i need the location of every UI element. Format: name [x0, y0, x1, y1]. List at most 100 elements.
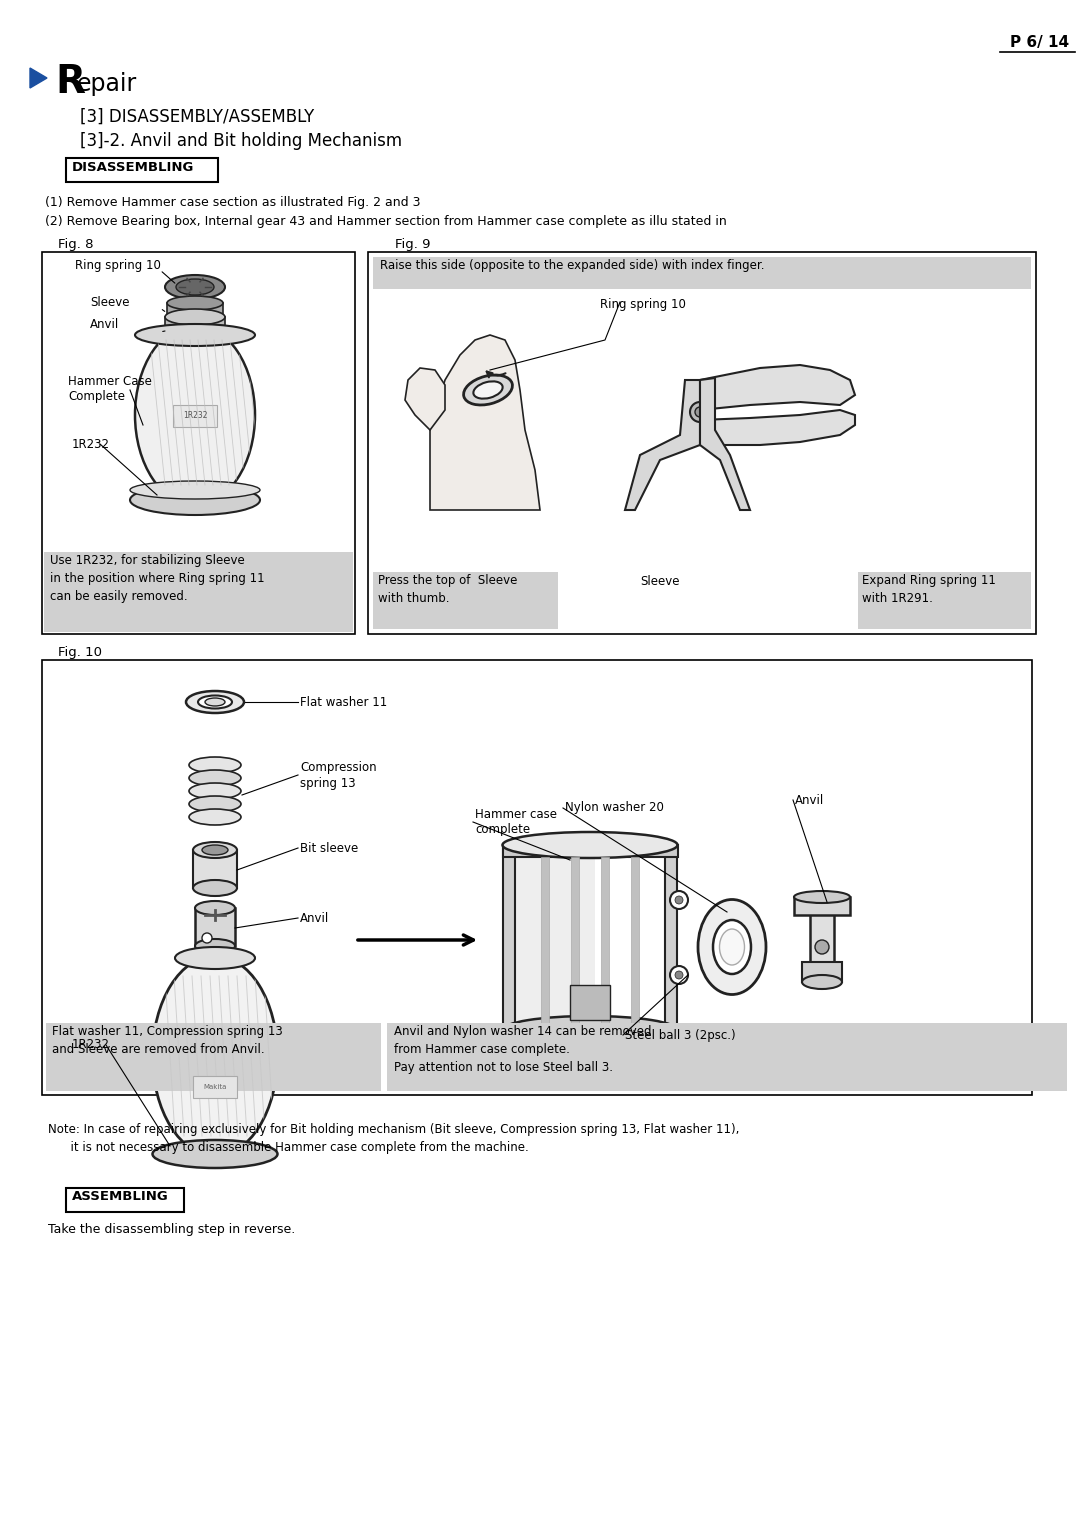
Ellipse shape [189, 757, 241, 773]
Ellipse shape [152, 956, 278, 1156]
Ellipse shape [198, 695, 232, 709]
Bar [802, 962, 842, 982]
Text: DISASSEMBLING: DISASSEMBLING [72, 160, 194, 174]
Ellipse shape [502, 832, 677, 858]
Text: Compression: Compression [300, 762, 377, 774]
Text: Ring spring 10: Ring spring 10 [75, 258, 161, 272]
Ellipse shape [202, 844, 228, 855]
Bar [42, 660, 1032, 1095]
Ellipse shape [165, 334, 225, 350]
Text: Flat washer 11, Compression spring 13
and Sleeve are removed from Anvil.: Flat washer 11, Compression spring 13 an… [52, 1025, 283, 1057]
Ellipse shape [719, 928, 744, 965]
Text: Nylon washer 20: Nylon washer 20 [565, 802, 664, 814]
Polygon shape [700, 365, 855, 411]
Text: Fig. 8: Fig. 8 [58, 238, 94, 250]
Text: (2) Remove Bearing box, Internal gear 43 and Hammer section from Hammer case com: (2) Remove Bearing box, Internal gear 43… [45, 215, 727, 228]
Text: Makita: Makita [203, 1084, 227, 1090]
Text: 1R232: 1R232 [183, 411, 207, 420]
Ellipse shape [473, 382, 502, 399]
Ellipse shape [189, 809, 241, 825]
Ellipse shape [463, 376, 512, 405]
Text: Flat washer 11: Flat washer 11 [300, 695, 388, 709]
Text: spring 13: spring 13 [300, 777, 355, 789]
Text: Anvil: Anvil [300, 912, 329, 924]
Bar [794, 896, 850, 915]
Text: complete: complete [475, 823, 530, 837]
Polygon shape [405, 368, 445, 431]
Bar [66, 1188, 184, 1212]
Ellipse shape [130, 481, 260, 499]
Bar [165, 318, 225, 342]
Text: P 6/ 14: P 6/ 14 [1011, 35, 1069, 49]
Circle shape [675, 971, 683, 979]
Bar [373, 573, 558, 629]
Text: it is not necessary to disassemble Hammer case complete from the machine.: it is not necessary to disassemble Hamme… [48, 1141, 529, 1154]
Bar [503, 844, 678, 857]
Bar [167, 302, 222, 324]
Ellipse shape [193, 841, 237, 858]
Text: Press the top of  Sleeve
with thumb.: Press the top of Sleeve with thumb. [378, 574, 517, 605]
Circle shape [675, 896, 683, 904]
Text: Anvil: Anvil [795, 794, 824, 806]
Text: [3] DISASSEMBLY/ASSEMBLY: [3] DISASSEMBLY/ASSEMBLY [80, 108, 314, 127]
Bar [631, 857, 639, 1028]
Bar [44, 551, 353, 632]
Text: Sleeve: Sleeve [640, 576, 679, 588]
Bar [66, 157, 218, 182]
Bar [42, 252, 355, 634]
Bar [503, 844, 595, 1031]
Ellipse shape [189, 783, 241, 799]
Text: Complete: Complete [68, 389, 125, 403]
Bar [173, 405, 217, 428]
Circle shape [670, 967, 688, 983]
Bar [541, 857, 549, 1028]
Ellipse shape [502, 1015, 677, 1044]
Text: Hammer case: Hammer case [475, 808, 557, 822]
Polygon shape [700, 379, 750, 510]
Ellipse shape [186, 692, 244, 713]
Text: Fig. 10: Fig. 10 [58, 646, 102, 660]
Ellipse shape [195, 901, 235, 915]
Text: Anvil: Anvil [90, 319, 119, 331]
Text: Note: In case of repairing exclusively for Bit holding mechanism (Bit sleeve, Co: Note: In case of repairing exclusively f… [48, 1122, 740, 1136]
Ellipse shape [189, 796, 241, 812]
Bar [387, 1023, 1067, 1090]
Ellipse shape [167, 296, 222, 310]
Ellipse shape [698, 899, 766, 994]
Text: [3]-2. Anvil and Bit holding Mechanism: [3]-2. Anvil and Bit holding Mechanism [80, 131, 402, 150]
Bar [193, 851, 237, 889]
Bar [858, 573, 1031, 629]
Ellipse shape [205, 698, 225, 705]
Circle shape [202, 933, 212, 944]
Text: Anvil and Nylon washer 14 can be removed
from Hammer case complete.
Pay attentio: Anvil and Nylon washer 14 can be removed… [394, 1025, 651, 1073]
Ellipse shape [713, 919, 751, 974]
Bar [570, 985, 610, 1020]
Text: Raise this side (opposite to the expanded side) with index finger.: Raise this side (opposite to the expande… [380, 260, 765, 272]
Polygon shape [30, 69, 48, 89]
Circle shape [670, 890, 688, 909]
Ellipse shape [195, 939, 235, 953]
Bar [665, 844, 677, 1031]
Text: epair: epair [77, 72, 137, 96]
Text: 1R232: 1R232 [72, 1038, 110, 1052]
Text: R: R [55, 63, 85, 101]
Bar [195, 909, 235, 947]
Ellipse shape [135, 324, 255, 347]
Ellipse shape [130, 486, 260, 515]
Bar [503, 844, 515, 1031]
Bar [368, 252, 1036, 634]
Bar [571, 857, 579, 1028]
Bar [193, 1077, 237, 1098]
Text: Expand Ring spring 11
with 1R291.: Expand Ring spring 11 with 1R291. [862, 574, 996, 605]
Circle shape [696, 408, 705, 417]
Text: Hammer Case: Hammer Case [68, 376, 152, 388]
Text: Sleeve: Sleeve [90, 296, 130, 308]
Bar [46, 1023, 381, 1090]
Polygon shape [430, 334, 540, 510]
Ellipse shape [794, 890, 850, 902]
Polygon shape [625, 380, 700, 510]
Polygon shape [700, 411, 855, 444]
Ellipse shape [152, 1141, 278, 1168]
Text: Ring spring 10: Ring spring 10 [600, 298, 686, 312]
Bar [600, 857, 609, 1028]
